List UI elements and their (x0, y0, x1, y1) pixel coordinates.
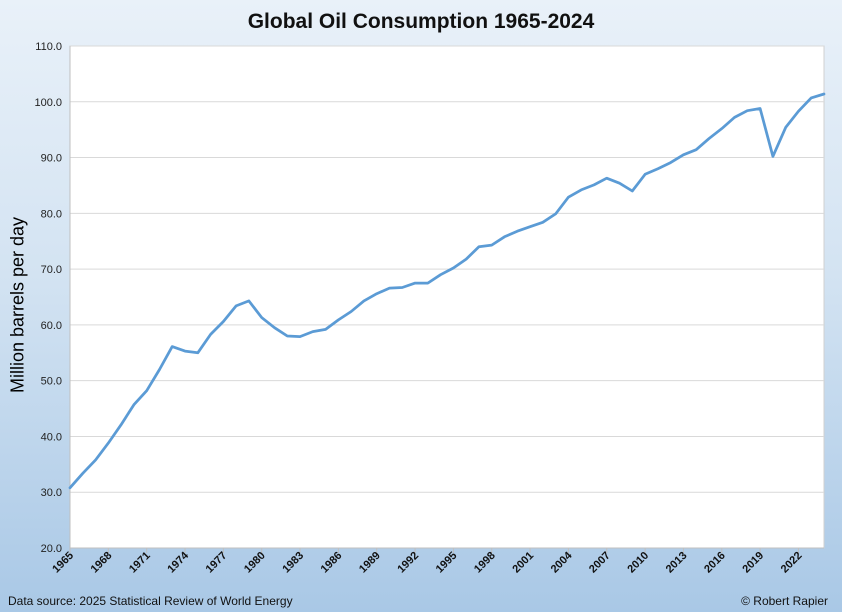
y-tick-label: 110.0 (35, 41, 62, 53)
x-tick-label: 1992 (395, 550, 421, 576)
y-tick-label: 90.0 (41, 153, 62, 165)
x-tick-label: 2010 (625, 550, 651, 576)
data-point (746, 110, 748, 112)
data-point (593, 184, 595, 186)
x-tick-label: 1974 (165, 549, 191, 575)
data-point (133, 403, 135, 405)
data-point (823, 93, 825, 95)
data-point (94, 459, 96, 461)
data-point (478, 246, 480, 248)
data-point (248, 300, 250, 302)
data-point (235, 305, 237, 307)
x-tick-label: 2019 (740, 550, 766, 576)
data-point (107, 442, 109, 444)
x-tick-label: 1995 (434, 550, 460, 576)
data-point (580, 189, 582, 191)
data-point (452, 267, 454, 269)
x-tick-label: 2013 (664, 550, 690, 576)
data-point (414, 282, 416, 284)
data-point (299, 335, 301, 337)
data-point (631, 190, 633, 192)
plot-area (69, 45, 825, 549)
x-tick-label: 1986 (319, 550, 345, 576)
data-point (427, 282, 429, 284)
data-point (810, 97, 812, 99)
data-point (797, 110, 799, 112)
y-tick-label: 80.0 (41, 208, 62, 220)
data-point (184, 350, 186, 352)
y-tick-label: 40.0 (41, 431, 62, 443)
x-tick-label: 1983 (280, 550, 306, 576)
data-point (209, 333, 211, 335)
data-point (222, 320, 224, 322)
data-point (350, 310, 352, 312)
data-point (733, 116, 735, 118)
data-point (324, 328, 326, 330)
data-point (669, 161, 671, 163)
data-point (197, 352, 199, 354)
y-tick-label: 20.0 (41, 543, 62, 555)
data-point (784, 126, 786, 128)
data-source-note: Data source: 2025 Statistical Review of … (8, 594, 293, 608)
x-tick-label: 1980 (242, 550, 268, 576)
data-point (606, 177, 608, 179)
y-tick-label: 30.0 (41, 487, 62, 499)
data-point (657, 168, 659, 170)
data-point (772, 155, 774, 157)
data-point (644, 173, 646, 175)
data-point (401, 286, 403, 288)
chart-title: Global Oil Consumption 1965-2024 (247, 10, 595, 33)
x-tick-label: 2022 (779, 550, 805, 576)
data-point (439, 273, 441, 275)
data-point (491, 244, 493, 246)
data-point (69, 487, 71, 489)
x-tick-label: 1977 (204, 550, 230, 576)
data-point (171, 345, 173, 347)
data-point (708, 137, 710, 139)
series-line (68, 92, 826, 490)
data-point (337, 319, 339, 321)
data-point (273, 326, 275, 328)
data-point (759, 107, 761, 109)
x-tick-label: 1998 (472, 550, 498, 576)
data-point (529, 226, 531, 228)
credit-note: © Robert Rapier (741, 594, 828, 608)
data-point (465, 258, 467, 260)
data-point (82, 472, 84, 474)
data-point (618, 182, 620, 184)
data-point (388, 287, 390, 289)
data-point (158, 368, 160, 370)
data-point (286, 335, 288, 337)
data-point (516, 230, 518, 232)
y-tick-label: 50.0 (41, 376, 62, 388)
x-tick-label: 2016 (702, 550, 728, 576)
data-point (120, 424, 122, 426)
data-point (363, 300, 365, 302)
y-tick-label: 60.0 (41, 320, 62, 332)
x-tick-label: 1971 (127, 550, 153, 576)
data-point (721, 127, 723, 129)
x-tick-label: 1989 (357, 550, 383, 576)
data-point (695, 149, 697, 151)
data-point (260, 316, 262, 318)
x-tick-label: 1968 (89, 550, 115, 576)
x-tick-label: 2004 (549, 549, 575, 575)
data-point (145, 390, 147, 392)
x-tick-label: 2007 (587, 550, 613, 576)
data-point (567, 196, 569, 198)
y-tick-label: 100.0 (34, 97, 62, 109)
data-point (554, 213, 556, 215)
y-tick-label: 70.0 (41, 264, 62, 276)
x-tick-label: 2001 (510, 550, 536, 576)
data-point (682, 154, 684, 156)
data-point (312, 330, 314, 332)
data-point (542, 221, 544, 223)
data-point (376, 292, 378, 294)
data-point (503, 236, 505, 238)
